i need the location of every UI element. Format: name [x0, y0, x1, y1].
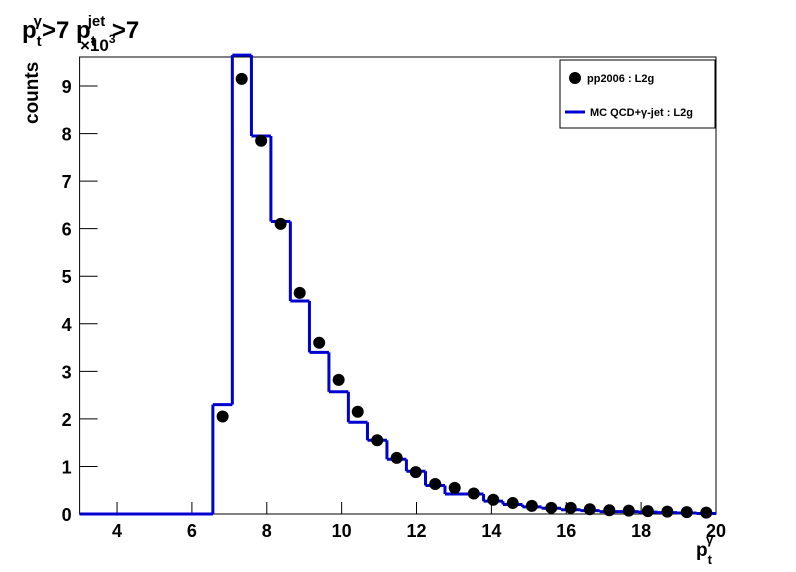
- y-tick-label: 2: [62, 410, 72, 430]
- y-axis-label: counts: [22, 62, 43, 124]
- y-tick-label: 3: [62, 362, 72, 382]
- data-point: [487, 493, 500, 506]
- chart-title: ptγ>7 ptjet >7: [22, 13, 139, 50]
- y-tick-label: 8: [62, 125, 72, 145]
- data-point: [506, 497, 519, 510]
- data-point: [216, 410, 229, 423]
- x-tick-label: 14: [481, 521, 501, 541]
- data-point: [661, 505, 674, 518]
- y-tick-label: 5: [62, 267, 72, 287]
- data-point: [583, 503, 596, 516]
- data-point: [700, 506, 713, 519]
- data-point: [545, 501, 558, 514]
- frame: [79, 56, 717, 515]
- data-point: [680, 506, 693, 519]
- legend-box: [559, 59, 716, 129]
- legend-marker: [569, 72, 581, 84]
- x-axis-label: ptγ: [696, 532, 714, 567]
- y-multiplier: ×103: [80, 32, 116, 55]
- x-tick-label: 18: [631, 521, 651, 541]
- x-tick-label: 8: [262, 521, 272, 541]
- data-point: [274, 217, 287, 230]
- data-point: [409, 466, 422, 479]
- data-point: [351, 405, 364, 418]
- legend-label: MC QCD+γ-jet : L2g: [590, 107, 693, 119]
- data-point: [603, 504, 616, 517]
- data-point: [641, 505, 654, 518]
- data-point: [390, 451, 403, 464]
- x-tick-label: 16: [556, 521, 576, 541]
- data-point: [429, 478, 442, 491]
- data-point: [448, 481, 461, 494]
- y-tick-label: 0: [62, 505, 72, 525]
- x-tick-label: 12: [407, 521, 427, 541]
- y-tick-label: 4: [62, 315, 72, 335]
- data-point: [622, 504, 635, 517]
- legend-label: pp2006 : L2g: [587, 73, 654, 85]
- data-point: [235, 72, 248, 85]
- data-point: [564, 501, 577, 514]
- data-point: [293, 286, 306, 299]
- data-point: [255, 134, 268, 147]
- y-tick-label: 1: [62, 457, 72, 477]
- y-tick-label: 7: [62, 172, 72, 192]
- data-point: [467, 487, 480, 500]
- data-point: [332, 373, 345, 386]
- data-point: [313, 336, 326, 349]
- y-tick-label: 6: [62, 220, 72, 240]
- data-point: [525, 499, 538, 512]
- y-tick-label: 9: [62, 77, 72, 97]
- x-tick-label: 10: [332, 521, 352, 541]
- x-tick-label: 6: [187, 521, 197, 541]
- data-point: [371, 434, 384, 447]
- x-tick-label: 20: [706, 521, 726, 541]
- x-tick-label: 4: [112, 521, 122, 541]
